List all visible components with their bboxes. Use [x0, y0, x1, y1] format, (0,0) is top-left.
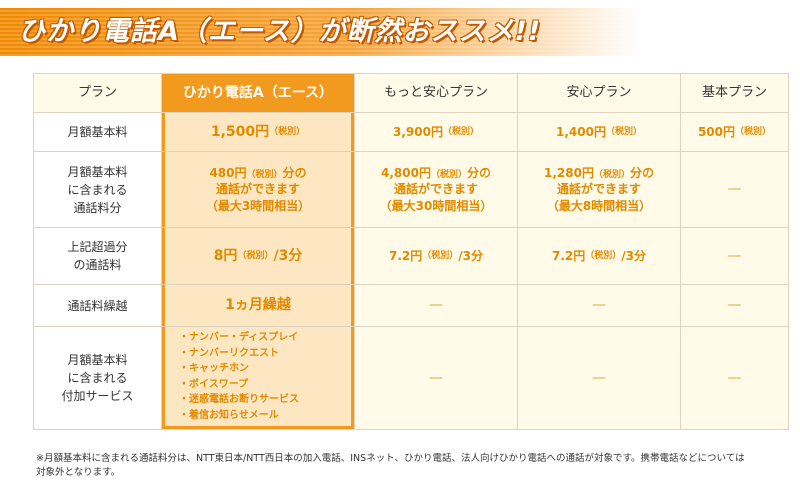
list-item: ・迷惑電話お断りサービス: [179, 394, 299, 405]
ace-overage-unit: /3分: [273, 247, 303, 264]
ace-included-calls: 480円（税別）分の 通話ができます （最大3時間相当）: [162, 152, 354, 227]
banner-background: [0, 8, 640, 56]
ace-included-tax: （税別）: [246, 170, 283, 181]
motto-services: —: [355, 327, 517, 429]
ace-included-line2: 通話ができます: [215, 182, 300, 197]
anshin-included-calls: 1,280円（税別）分の 通話ができます （最大8時間相当）: [518, 152, 680, 227]
anshin-monthly-tax: （税別）: [605, 126, 642, 137]
anshin-overage: 7.2円 （税別）/3分: [518, 228, 680, 284]
motto-included-amount: 4,800円: [380, 166, 431, 181]
motto-monthly-amount: 3,900円: [393, 124, 443, 139]
anshin-included-line3: （最大8時間相当）: [546, 198, 652, 213]
anshin-overage-amount: 7.2円: [551, 248, 586, 263]
anshin-services: —: [518, 327, 680, 429]
kihon-monthly-fee: 500円 （税別）: [681, 113, 788, 151]
kihon-services: —: [681, 327, 788, 429]
anshin-included-line2: 通話ができます: [556, 182, 641, 197]
row-label-overage: 上記超過分 の通話料: [34, 228, 161, 284]
ace-included-amount: 480円: [209, 166, 247, 181]
ace-overage-amount: 8円: [213, 247, 238, 264]
list-item: ・キャッチホン: [179, 363, 249, 374]
motto-overage-amount: 7.2円: [388, 248, 423, 263]
motto-overage-tax: （税別）: [422, 250, 459, 261]
motto-included-calls: 4,800円（税別）分の 通話ができます （最大30時間相当）: [355, 152, 517, 227]
ace-included-line3: （最大3時間相当）: [205, 198, 311, 213]
footnote: ※月額基本料に含まれる通話料分は、NTT東日本/NTT西日本の加入電話、INSネ…: [36, 452, 776, 481]
page-title: ひかり電話A（エース）が断然おススメ!!: [18, 16, 542, 47]
row-label-services: 月額基本料 に含まれる 付加サービス: [34, 327, 161, 429]
anshin-included-amount: 1,280円: [544, 166, 594, 181]
motto-monthly-tax: （税別）: [442, 126, 479, 137]
list-item: ・ボイスワープ: [179, 378, 249, 390]
ace-overage-tax: （税別）: [237, 250, 274, 261]
list-item: ・ナンバー・ディスプレイ: [179, 332, 299, 343]
row-label-line: 月額基本料: [67, 353, 128, 367]
kihon-carryover: —: [681, 285, 788, 326]
header-motto-anshin: もっと安心プラン: [355, 74, 517, 112]
kihon-overage: —: [681, 228, 788, 284]
row-label-line: 付加サービス: [61, 389, 134, 403]
kihon-included-calls: —: [681, 152, 788, 227]
header-anshin: 安心プラン: [518, 74, 680, 112]
row-label-line: 通話料分: [73, 200, 122, 215]
ace-included-suffix: 分の: [282, 166, 307, 181]
row-label-monthly-fee: 月額基本料: [34, 113, 161, 151]
row-label-carryover: 通話料繰越: [34, 285, 161, 326]
motto-monthly-fee: 3,900円 （税別）: [355, 113, 517, 151]
list-item: ・着信お知らせメール: [179, 409, 279, 421]
motto-included-suffix: 分の: [466, 166, 491, 181]
anshin-monthly-amount: 1,400円: [556, 124, 606, 139]
anshin-carryover: —: [518, 285, 680, 326]
motto-included-tax: （税別）: [430, 170, 467, 181]
row-label-line: に含まれる: [67, 182, 128, 197]
plan-comparison-table: プラン ひかり電話A（エース） もっと安心プラン 安心プラン 基本プラン 月額基…: [33, 73, 789, 430]
anshin-monthly-fee: 1,400円 （税別）: [518, 113, 680, 151]
motto-included-line2: 通話ができます: [393, 182, 478, 197]
ace-services: ・ナンバー・ディスプレイ ・ナンバーリクエスト ・キャッチホン ・ボイスワープ …: [162, 327, 354, 429]
row-label-line: の通話料: [73, 258, 122, 272]
motto-carryover: —: [355, 285, 517, 326]
motto-overage-unit: /3分: [458, 248, 483, 263]
footnote-line: ※月額基本料に含まれる通話料分は、NTT東日本/NTT西日本の加入電話、INSネ…: [36, 453, 745, 464]
ace-services-list: ・ナンバー・ディスプレイ ・ナンバーリクエスト ・キャッチホン ・ボイスワープ …: [165, 330, 351, 423]
header-hikari-denwa-ace: ひかり電話A（エース）: [162, 74, 354, 112]
anshin-included-tax: （税別）: [593, 170, 630, 181]
anshin-overage-unit: /3分: [621, 248, 646, 263]
kihon-monthly-tax: （税別）: [735, 126, 772, 137]
ace-carryover: 1ヵ月繰越: [162, 285, 354, 326]
row-label-included-calls: 月額基本料 に含まれる 通話料分: [34, 152, 161, 227]
kihon-monthly-amount: 500円: [697, 124, 736, 139]
list-item: ・ナンバーリクエスト: [179, 347, 279, 359]
footnote-line: 対象外となります。: [36, 467, 121, 479]
banner-stripes: [0, 8, 640, 56]
row-label-line: 月額基本料: [67, 164, 128, 179]
ace-monthly-amount: 1,500円: [210, 123, 270, 140]
row-label-line: に含まれる: [67, 371, 128, 385]
title-banner: ひかり電話A（エース）が断然おススメ!!: [0, 0, 800, 62]
header-kihon: 基本プラン: [681, 74, 788, 112]
ace-monthly-tax: （税別）: [269, 126, 306, 137]
row-label-line: 上記超過分: [67, 240, 128, 254]
header-plan: プラン: [34, 74, 161, 112]
ace-overage: 8円 （税別）/3分: [162, 228, 354, 284]
motto-overage: 7.2円 （税別）/3分: [355, 228, 517, 284]
anshin-overage-tax: （税別）: [585, 250, 622, 261]
ace-monthly-fee: 1,500円 （税別）: [162, 113, 354, 151]
motto-included-line3: （最大30時間相当）: [379, 198, 493, 213]
anshin-included-suffix: 分の: [629, 166, 654, 181]
